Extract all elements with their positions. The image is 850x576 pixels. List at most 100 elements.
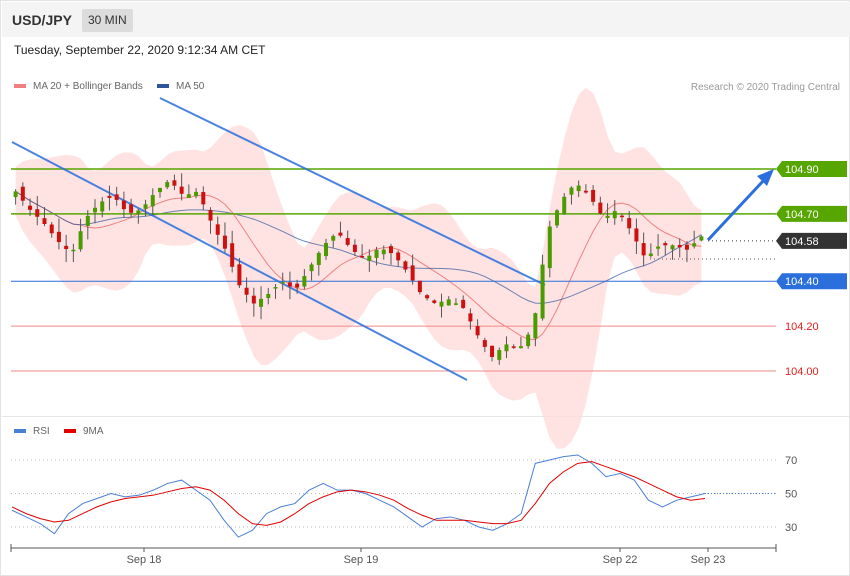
- level-tag-1: [776, 205, 847, 222]
- legend-ma20-label: MA 20 + Bollinger Bands: [33, 81, 143, 92]
- level-label-0: 104.90: [785, 164, 819, 176]
- candle-body: [129, 204, 134, 213]
- candle-body: [663, 243, 668, 246]
- candle-body: [316, 252, 321, 265]
- channel-upper-line: [159, 97, 546, 286]
- candle-body: [367, 255, 372, 261]
- candle-body: [482, 340, 487, 347]
- candle-body: [684, 244, 689, 250]
- candle-body: [374, 249, 379, 258]
- rsi-tick-label: 50: [785, 489, 797, 501]
- legend-ma50-label: MA 50: [176, 81, 205, 92]
- candle-body: [13, 191, 18, 198]
- projection-arrow-head: [757, 169, 774, 186]
- candle-body: [266, 293, 271, 298]
- candle-body: [547, 226, 552, 269]
- candle-body: [396, 252, 401, 261]
- rsi-tick-label: 70: [785, 455, 797, 467]
- candle-body: [35, 209, 40, 217]
- x-tick-label: Sep 19: [344, 554, 379, 566]
- candle-body: [78, 231, 83, 250]
- candle-body: [237, 264, 242, 286]
- candle-body: [612, 211, 617, 219]
- level-label-4: 104.20: [785, 321, 819, 333]
- candle-body: [540, 264, 545, 319]
- candle-body: [511, 346, 516, 348]
- candle-body: [165, 182, 170, 188]
- ma50-line: [15, 191, 702, 304]
- candle-body: [699, 236, 704, 241]
- candle-body: [670, 245, 675, 250]
- level-tag-0: [776, 161, 847, 178]
- candle-body: [692, 243, 697, 247]
- legend-ma20-swatch: [14, 84, 26, 89]
- candle-body: [42, 218, 47, 225]
- candle-body: [641, 243, 646, 256]
- candle-body: [295, 283, 300, 288]
- chart-datetime: Tuesday, September 22, 2020 9:12:34 AM C…: [14, 43, 266, 57]
- bollinger-band-area: [15, 87, 702, 449]
- candle-body: [71, 249, 76, 252]
- candle-body: [403, 261, 408, 270]
- candle-body: [468, 313, 473, 322]
- candle-body: [526, 334, 531, 347]
- candle-body: [136, 210, 141, 214]
- candle-body: [85, 215, 90, 226]
- x-tick-label: Sep 18: [127, 554, 162, 566]
- candle-body: [157, 187, 162, 193]
- candle-body: [619, 215, 624, 218]
- candle-body: [497, 350, 502, 360]
- candle-body: [446, 299, 451, 306]
- candle-body: [49, 224, 54, 234]
- candle-body: [417, 280, 422, 293]
- candle-body: [352, 244, 357, 252]
- candle-body: [186, 194, 191, 198]
- candle-body: [280, 281, 285, 284]
- candle-body: [432, 300, 437, 303]
- candle-body: [453, 303, 458, 305]
- candle-body: [634, 228, 639, 242]
- chart-header: USD/JPY 30 MIN: [2, 2, 850, 37]
- candle-body: [648, 253, 653, 257]
- legend-9ma: 9MA: [64, 426, 104, 437]
- legend-ma20: MA 20 + Bollinger Bands: [14, 81, 143, 92]
- candle-body: [287, 282, 292, 287]
- candle-body: [201, 191, 206, 205]
- level-label-5: 104.00: [785, 366, 819, 378]
- candle-body: [410, 265, 415, 281]
- candle-body: [591, 189, 596, 202]
- candle-body: [230, 243, 235, 267]
- candle-body: [605, 215, 610, 219]
- legend-9ma-swatch: [64, 429, 76, 434]
- x-tick-label: Sep 23: [691, 554, 726, 566]
- candle-body: [302, 276, 307, 287]
- candle-body: [251, 295, 256, 304]
- level-label-2: 104.58: [785, 236, 819, 248]
- candle-body: [208, 209, 213, 221]
- candle-body: [381, 249, 386, 255]
- candle-body: [504, 344, 509, 352]
- level-tag-2: [776, 232, 847, 249]
- candle-body: [475, 326, 480, 336]
- candle-body: [656, 246, 661, 249]
- legend-rsi-swatch: [14, 429, 26, 434]
- candle-body: [569, 187, 574, 195]
- candle-body: [425, 295, 430, 299]
- candle-body: [100, 201, 105, 212]
- candle-body: [490, 345, 495, 357]
- candle-body: [576, 185, 581, 192]
- symbol-title: USD/JPY: [12, 12, 72, 28]
- candle-body: [172, 180, 177, 186]
- legend-9ma-label: 9MA: [83, 426, 104, 437]
- candle-body: [388, 246, 393, 254]
- timeframe-button[interactable]: 30 MIN: [82, 9, 133, 32]
- candle-body: [121, 200, 126, 210]
- candle-body: [439, 301, 444, 307]
- legend-ma50: MA 50: [157, 81, 204, 92]
- candle-body: [461, 299, 466, 308]
- candle-body: [179, 186, 184, 194]
- rsi-tick-label: 30: [785, 522, 797, 534]
- legend-ma50-swatch: [157, 84, 169, 89]
- candle-body: [677, 244, 682, 248]
- level-label-1: 104.70: [785, 209, 819, 221]
